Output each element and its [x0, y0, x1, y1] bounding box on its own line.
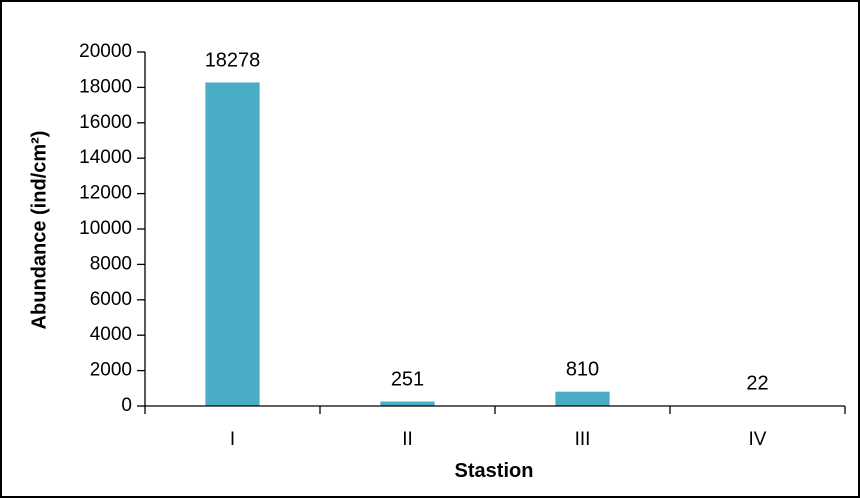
y-tick-label: 14000 [79, 147, 132, 168]
y-axis-title: Abundance (ind/cm²) [28, 131, 50, 330]
y-tick-label: 8000 [90, 253, 132, 274]
bar [205, 82, 260, 406]
y-tick-label: 18000 [79, 76, 132, 97]
x-tick-label: I [230, 429, 235, 450]
data-label: 22 [746, 373, 768, 395]
y-tick-label: 0 [121, 395, 132, 416]
y-tick-label: 16000 [79, 112, 132, 133]
x-tick-label: II [402, 429, 413, 450]
y-tick-label: 6000 [90, 289, 132, 310]
data-label: 251 [391, 369, 424, 391]
data-label: 18278 [205, 49, 261, 71]
x-tick-label: III [575, 429, 591, 450]
x-tick-label: IV [749, 429, 767, 450]
y-tick-label: 10000 [79, 218, 132, 239]
x-axis-title: Stastion [455, 460, 534, 482]
bar [380, 401, 435, 406]
y-tick-label: 12000 [79, 183, 132, 204]
bar [555, 391, 610, 406]
y-tick-label: 4000 [90, 324, 132, 345]
data-label: 810 [566, 359, 599, 381]
y-tick-label: 20000 [79, 41, 132, 62]
plot-area: 0 2000 4000 6000 8000 10000 12000 14000 16000 180… [79, 41, 846, 450]
y-tick-label: 2000 [90, 360, 132, 381]
